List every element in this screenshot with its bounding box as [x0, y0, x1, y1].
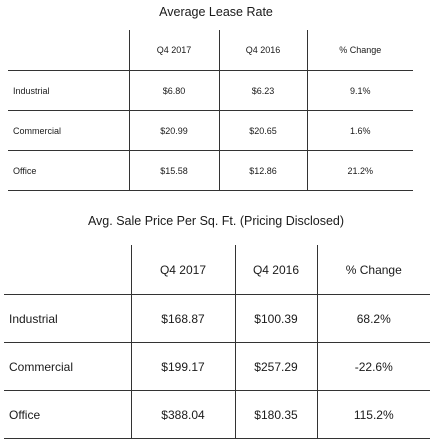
row-label: Commercial [4, 342, 131, 391]
header-q4-2017: Q4 2017 [130, 245, 235, 295]
cell-q4-2017: $20.99 [128, 110, 219, 151]
row-label: Industrial [8, 70, 129, 111]
table-row: Office $15.58 $12.86 21.2% [8, 150, 413, 191]
row-label: Commercial [8, 110, 129, 151]
cell-q4-2016: $180.35 [234, 390, 317, 439]
cell-q4-2016: $6.23 [218, 70, 307, 111]
lease-table-title: Average Lease Rate [159, 5, 273, 19]
cell-change: 21.2% [306, 150, 413, 191]
table-row: Commercial $20.99 $20.65 1.6% [8, 110, 413, 151]
sale-price-table: Q4 2017 Q4 2016 % Change Industrial $168… [4, 245, 430, 439]
cell-q4-2016: $12.86 [218, 150, 307, 191]
cell-q4-2016: $20.65 [218, 110, 307, 151]
header-q4-2017: Q4 2017 [128, 30, 219, 71]
table-row: Commercial $199.17 $257.29 -22.6% [4, 342, 430, 391]
cell-change: 1.6% [306, 110, 413, 151]
header-q4-2016: Q4 2016 [218, 30, 307, 71]
table-header-row: Q4 2017 Q4 2016 % Change [8, 30, 413, 71]
sale-table-title: Avg. Sale Price Per Sq. Ft. (Pricing Dis… [87, 214, 345, 228]
header-change: % Change [316, 245, 430, 295]
cell-q4-2016: $257.29 [234, 342, 317, 391]
row-label: Industrial [4, 294, 131, 343]
cell-q4-2016: $100.39 [234, 294, 317, 343]
table-row: Industrial $6.80 $6.23 9.1% [8, 70, 413, 111]
cell-q4-2017: $6.80 [128, 70, 219, 111]
table-header-row: Q4 2017 Q4 2016 % Change [4, 245, 430, 295]
row-label: Office [8, 150, 129, 191]
header-q4-2016: Q4 2016 [234, 245, 317, 295]
cell-change: -22.6% [316, 342, 430, 391]
row-label: Office [4, 390, 131, 439]
cell-change: 115.2% [316, 390, 430, 439]
table-row: Industrial $168.87 $100.39 68.2% [4, 294, 430, 343]
cell-q4-2017: $168.87 [130, 294, 235, 343]
cell-q4-2017: $15.58 [128, 150, 219, 191]
cell-change: 9.1% [306, 70, 413, 111]
header-blank [4, 245, 131, 295]
cell-change: 68.2% [316, 294, 430, 343]
header-blank [8, 30, 129, 71]
lease-rate-table: Q4 2017 Q4 2016 % Change Industrial $6.8… [8, 30, 413, 191]
header-change: % Change [306, 30, 413, 71]
cell-q4-2017: $388.04 [130, 390, 235, 439]
table-row: Office $388.04 $180.35 115.2% [4, 390, 430, 439]
cell-q4-2017: $199.17 [130, 342, 235, 391]
